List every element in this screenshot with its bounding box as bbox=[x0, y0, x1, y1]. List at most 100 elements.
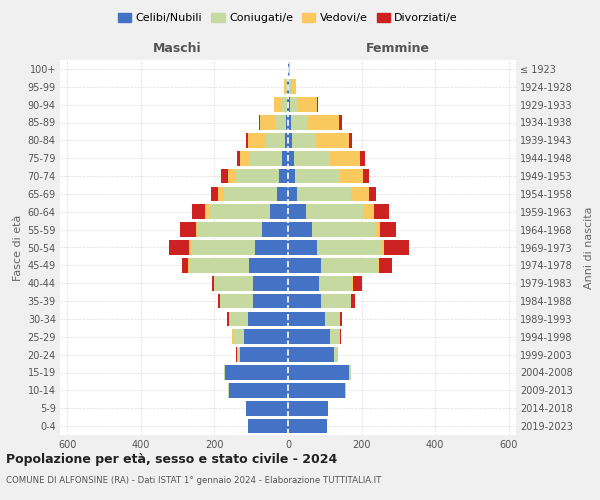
Bar bbox=[288, 258, 321, 272]
Text: Maschi: Maschi bbox=[154, 42, 202, 54]
Bar bbox=[297, 186, 350, 201]
Bar bbox=[364, 204, 374, 219]
Bar bbox=[288, 240, 317, 255]
Bar bbox=[374, 204, 389, 219]
Legend: Celibi/Nubili, Coniugati/e, Vedovi/e, Divorziati/e: Celibi/Nubili, Coniugati/e, Vedovi/e, Di… bbox=[113, 8, 463, 28]
Bar bbox=[179, 222, 196, 237]
Bar bbox=[383, 240, 409, 255]
Bar bbox=[255, 240, 288, 255]
Bar bbox=[290, 98, 297, 112]
Bar bbox=[226, 365, 288, 380]
Bar bbox=[340, 312, 341, 326]
Bar bbox=[316, 133, 349, 148]
Bar bbox=[288, 204, 307, 219]
Bar bbox=[229, 383, 288, 398]
Bar bbox=[292, 133, 316, 148]
Text: Femmine: Femmine bbox=[367, 42, 430, 54]
Bar bbox=[288, 115, 291, 130]
Bar bbox=[312, 222, 376, 237]
Bar bbox=[224, 186, 277, 201]
Bar bbox=[307, 115, 339, 130]
Bar bbox=[190, 240, 191, 255]
Bar bbox=[339, 115, 341, 130]
Bar bbox=[250, 151, 283, 166]
Bar bbox=[350, 186, 369, 201]
Bar bbox=[345, 383, 346, 398]
Bar bbox=[288, 62, 289, 76]
Bar bbox=[293, 151, 330, 166]
Bar bbox=[229, 312, 248, 326]
Bar bbox=[221, 168, 228, 184]
Text: COMUNE DI ALFONSINE (RA) - Dati ISTAT 1° gennaio 2024 - Elaborazione TUTTITALIA.: COMUNE DI ALFONSINE (RA) - Dati ISTAT 1°… bbox=[6, 476, 382, 485]
Bar bbox=[349, 365, 350, 380]
Bar bbox=[317, 98, 318, 112]
Bar bbox=[288, 330, 330, 344]
Bar bbox=[291, 80, 296, 94]
Bar bbox=[288, 133, 292, 148]
Bar bbox=[380, 222, 397, 237]
Bar bbox=[353, 276, 362, 290]
Bar bbox=[205, 204, 209, 219]
Bar bbox=[281, 98, 287, 112]
Text: Popolazione per età, sesso e stato civile - 2024: Popolazione per età, sesso e stato civil… bbox=[6, 452, 337, 466]
Bar bbox=[284, 80, 286, 94]
Bar bbox=[321, 258, 378, 272]
Bar bbox=[288, 151, 293, 166]
Bar bbox=[288, 222, 312, 237]
Bar bbox=[269, 204, 288, 219]
Bar bbox=[247, 133, 248, 148]
Bar bbox=[297, 98, 317, 112]
Bar bbox=[188, 258, 189, 272]
Bar bbox=[379, 258, 392, 272]
Bar bbox=[288, 276, 319, 290]
Bar bbox=[250, 258, 288, 272]
Y-axis label: Anni di nascita: Anni di nascita bbox=[584, 206, 594, 289]
Bar bbox=[360, 151, 365, 166]
Bar bbox=[214, 276, 253, 290]
Bar bbox=[260, 115, 275, 130]
Bar bbox=[211, 186, 218, 201]
Bar bbox=[286, 80, 287, 94]
Bar bbox=[224, 365, 226, 380]
Bar bbox=[286, 115, 288, 130]
Bar bbox=[330, 151, 360, 166]
Bar bbox=[233, 330, 244, 344]
Bar bbox=[248, 133, 265, 148]
Bar bbox=[274, 98, 281, 112]
Bar bbox=[287, 80, 288, 94]
Bar bbox=[277, 186, 288, 201]
Bar bbox=[378, 258, 379, 272]
Bar bbox=[228, 168, 235, 184]
Bar bbox=[317, 240, 382, 255]
Bar bbox=[369, 186, 376, 201]
Bar bbox=[288, 312, 325, 326]
Bar bbox=[237, 151, 240, 166]
Bar bbox=[209, 204, 269, 219]
Bar bbox=[288, 383, 345, 398]
Bar bbox=[382, 240, 383, 255]
Bar bbox=[351, 294, 355, 308]
Bar bbox=[288, 168, 295, 184]
Bar bbox=[285, 133, 288, 148]
Bar bbox=[349, 133, 352, 148]
Bar bbox=[253, 276, 288, 290]
Bar bbox=[275, 115, 286, 130]
Bar bbox=[340, 330, 341, 344]
Bar bbox=[262, 222, 288, 237]
Bar bbox=[248, 312, 288, 326]
Bar bbox=[289, 62, 290, 76]
Bar bbox=[240, 348, 288, 362]
Bar bbox=[288, 348, 334, 362]
Bar bbox=[259, 115, 260, 130]
Y-axis label: Fasce di età: Fasce di età bbox=[13, 214, 23, 280]
Bar bbox=[287, 98, 288, 112]
Bar bbox=[288, 294, 321, 308]
Bar bbox=[191, 240, 255, 255]
Bar bbox=[288, 401, 328, 415]
Bar bbox=[364, 168, 369, 184]
Bar bbox=[288, 186, 297, 201]
Bar bbox=[182, 258, 188, 272]
Bar bbox=[330, 330, 340, 344]
Bar bbox=[193, 204, 205, 219]
Bar bbox=[244, 330, 288, 344]
